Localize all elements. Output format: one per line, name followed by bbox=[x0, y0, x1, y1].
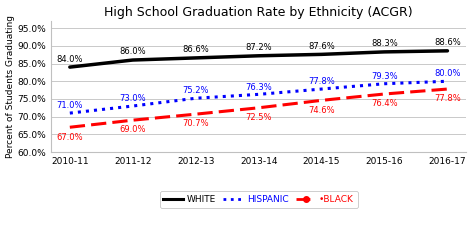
Text: 87.2%: 87.2% bbox=[246, 43, 272, 52]
Legend: WHITE, HISPANIC, •BLACK: WHITE, HISPANIC, •BLACK bbox=[160, 191, 357, 208]
Text: 86.6%: 86.6% bbox=[182, 45, 209, 54]
Text: 72.5%: 72.5% bbox=[246, 113, 272, 122]
Text: 67.0%: 67.0% bbox=[56, 132, 83, 141]
Text: 87.6%: 87.6% bbox=[308, 42, 335, 51]
Y-axis label: Percent of Students Graduating: Percent of Students Graduating bbox=[6, 15, 15, 158]
Text: 84.0%: 84.0% bbox=[56, 55, 83, 64]
Text: 88.6%: 88.6% bbox=[434, 38, 461, 47]
Text: 71.0%: 71.0% bbox=[56, 101, 83, 110]
Text: 86.0%: 86.0% bbox=[119, 47, 146, 56]
Title: High School Graduation Rate by Ethnicity (ACGR): High School Graduation Rate by Ethnicity… bbox=[104, 5, 413, 18]
Text: 76.3%: 76.3% bbox=[245, 82, 272, 91]
Text: 76.4%: 76.4% bbox=[371, 99, 398, 108]
Text: 77.8%: 77.8% bbox=[308, 77, 335, 86]
Text: 77.8%: 77.8% bbox=[434, 94, 461, 103]
Text: 69.0%: 69.0% bbox=[119, 125, 146, 134]
Text: 88.3%: 88.3% bbox=[371, 39, 398, 48]
Text: 75.2%: 75.2% bbox=[182, 87, 209, 96]
Text: 73.0%: 73.0% bbox=[119, 94, 146, 103]
Text: 74.6%: 74.6% bbox=[308, 106, 335, 115]
Text: 80.0%: 80.0% bbox=[434, 69, 461, 78]
Text: 70.7%: 70.7% bbox=[182, 119, 209, 128]
Text: 79.3%: 79.3% bbox=[371, 72, 398, 81]
